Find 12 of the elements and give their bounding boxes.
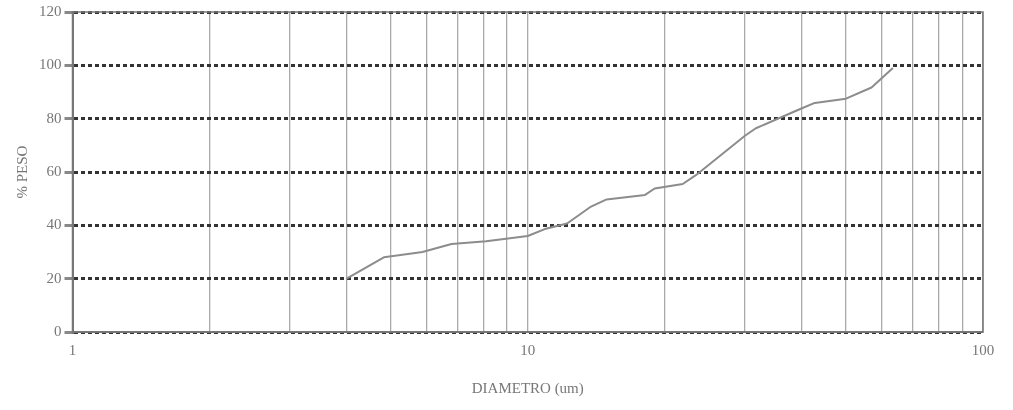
y-tick-label: 20 — [46, 269, 62, 286]
y-tick-label: 80 — [46, 109, 62, 126]
y-tick-label: 120 — [39, 2, 62, 19]
y-tick-label: 100 — [39, 56, 62, 73]
y-tick-label: 40 — [46, 216, 62, 233]
y-tick-label: 0 — [54, 322, 62, 339]
x-tick-label: 1 — [68, 341, 77, 358]
y-axis-title: % PESO — [13, 145, 30, 199]
x-tick-label: 10 — [520, 341, 536, 358]
x-tick-label: 100 — [971, 341, 995, 358]
y-tick-label: 60 — [46, 162, 62, 179]
x-axis-title: DIAMETRO (um) — [471, 379, 584, 397]
